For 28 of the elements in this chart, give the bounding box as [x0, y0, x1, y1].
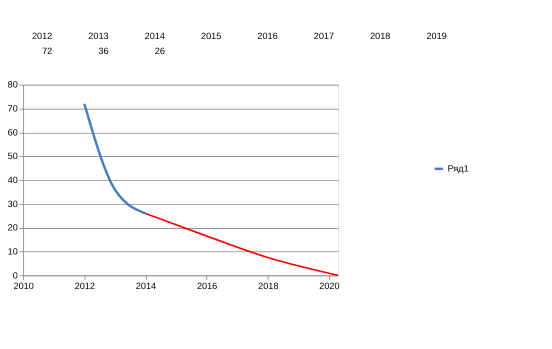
x-tick-label: 2012 — [74, 281, 95, 292]
text: 36 — [98, 46, 109, 56]
y-tick-label: 50 — [8, 151, 18, 162]
legend-label: Ряд1 — [448, 163, 469, 174]
y-tick-label: 40 — [8, 174, 18, 185]
text: 2017 — [314, 31, 334, 42]
y-tick-label: 30 — [8, 198, 18, 209]
y-tick-label: 70 — [8, 103, 18, 114]
y-tick-label: 80 — [8, 80, 18, 90]
text: 2012 — [32, 31, 52, 42]
x-tick-label: 2020 — [319, 281, 340, 292]
x-tick-label: 2010 — [13, 281, 34, 292]
y-tick-label: 60 — [8, 127, 18, 138]
text: 2018 — [370, 31, 390, 42]
text: 2013 — [88, 31, 109, 42]
text: 2015 — [201, 31, 222, 42]
text: 2014 — [144, 31, 165, 42]
text: 26 — [154, 46, 165, 56]
x-tick-label: 2014 — [136, 281, 156, 292]
x-tick-label: 2016 — [196, 281, 218, 292]
text: 2016 — [257, 31, 278, 42]
line-series — [144, 212, 339, 276]
text: 2019 — [426, 31, 447, 42]
y-tick-label: 10 — [8, 246, 18, 256]
y-tick-label: 0 — [12, 270, 18, 280]
text: 72 — [42, 46, 52, 56]
y-tick-label: 20 — [8, 222, 18, 233]
x-tick-label: 2018 — [258, 281, 278, 292]
